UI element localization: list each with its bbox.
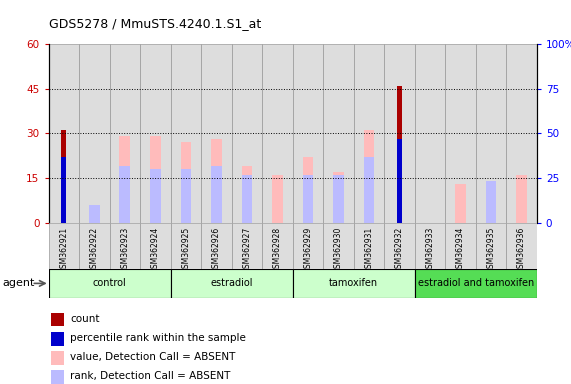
Bar <box>110 44 140 223</box>
Bar <box>364 131 374 223</box>
Text: rank, Detection Call = ABSENT: rank, Detection Call = ABSENT <box>70 371 231 381</box>
Text: GSM362930: GSM362930 <box>334 227 343 273</box>
Bar <box>323 44 353 223</box>
Text: GDS5278 / MmuSTS.4240.1.S1_at: GDS5278 / MmuSTS.4240.1.S1_at <box>49 17 261 30</box>
Bar <box>415 223 445 269</box>
Bar <box>303 157 313 223</box>
Text: GSM362924: GSM362924 <box>151 227 160 273</box>
Text: GSM362923: GSM362923 <box>120 227 129 273</box>
Bar <box>333 175 344 223</box>
Bar <box>455 184 466 223</box>
Bar <box>110 223 140 269</box>
Bar <box>51 313 64 326</box>
Bar <box>364 157 374 223</box>
Bar <box>62 131 66 223</box>
Bar <box>242 175 252 223</box>
Text: agent: agent <box>3 278 35 288</box>
Bar <box>49 269 171 298</box>
Bar <box>232 223 262 269</box>
Bar <box>79 223 110 269</box>
Text: value, Detection Call = ABSENT: value, Detection Call = ABSENT <box>70 352 236 362</box>
Bar <box>292 269 415 298</box>
Bar <box>506 223 537 269</box>
Text: control: control <box>93 278 126 288</box>
Text: GSM362933: GSM362933 <box>425 227 435 273</box>
Bar <box>89 205 100 223</box>
Bar <box>49 223 79 269</box>
Bar <box>201 223 232 269</box>
Text: count: count <box>70 314 100 324</box>
Bar <box>150 136 160 223</box>
Bar <box>171 44 201 223</box>
Bar <box>171 223 201 269</box>
Bar <box>485 184 496 223</box>
Bar <box>171 269 292 298</box>
Text: GSM362922: GSM362922 <box>90 227 99 273</box>
Text: GSM362921: GSM362921 <box>59 227 69 273</box>
Bar <box>62 157 66 223</box>
Bar <box>262 223 292 269</box>
Bar <box>397 86 402 223</box>
Bar <box>323 223 353 269</box>
Bar <box>89 211 100 223</box>
Bar <box>262 44 292 223</box>
Bar <box>232 44 262 223</box>
Bar <box>140 223 171 269</box>
Bar <box>211 139 222 223</box>
Text: percentile rank within the sample: percentile rank within the sample <box>70 333 246 343</box>
Text: estradiol: estradiol <box>210 278 253 288</box>
Bar <box>415 269 537 298</box>
Bar <box>150 169 160 223</box>
Bar <box>445 44 476 223</box>
Bar <box>292 44 323 223</box>
Bar <box>303 175 313 223</box>
Bar <box>119 166 130 223</box>
Bar <box>292 223 323 269</box>
Text: GSM362936: GSM362936 <box>517 227 526 273</box>
Bar <box>415 44 445 223</box>
Bar <box>180 142 191 223</box>
Text: tamoxifen: tamoxifen <box>329 278 378 288</box>
Bar <box>272 175 283 223</box>
Bar <box>140 44 171 223</box>
Bar <box>51 351 64 365</box>
Bar <box>51 370 64 384</box>
Bar <box>516 175 527 223</box>
Bar <box>119 136 130 223</box>
Bar <box>476 44 506 223</box>
Bar <box>384 223 415 269</box>
Bar <box>397 139 402 223</box>
Text: GSM362934: GSM362934 <box>456 227 465 273</box>
Text: GSM362926: GSM362926 <box>212 227 221 273</box>
Text: GSM362927: GSM362927 <box>242 227 251 273</box>
Text: estradiol and tamoxifen: estradiol and tamoxifen <box>417 278 534 288</box>
Bar <box>445 223 476 269</box>
Bar <box>485 181 496 223</box>
Bar <box>353 44 384 223</box>
Bar <box>476 223 506 269</box>
Text: GSM362928: GSM362928 <box>273 227 282 273</box>
Bar <box>353 223 384 269</box>
Text: GSM362925: GSM362925 <box>182 227 190 273</box>
Text: GSM362929: GSM362929 <box>303 227 312 273</box>
Bar <box>51 332 64 346</box>
Bar <box>242 166 252 223</box>
Text: GSM362935: GSM362935 <box>486 227 496 273</box>
Bar <box>211 166 222 223</box>
Bar <box>49 44 79 223</box>
Bar <box>333 172 344 223</box>
Text: GSM362932: GSM362932 <box>395 227 404 273</box>
Bar <box>506 44 537 223</box>
Bar <box>201 44 232 223</box>
Text: GSM362931: GSM362931 <box>364 227 373 273</box>
Bar <box>180 169 191 223</box>
Bar <box>79 44 110 223</box>
Bar <box>384 44 415 223</box>
